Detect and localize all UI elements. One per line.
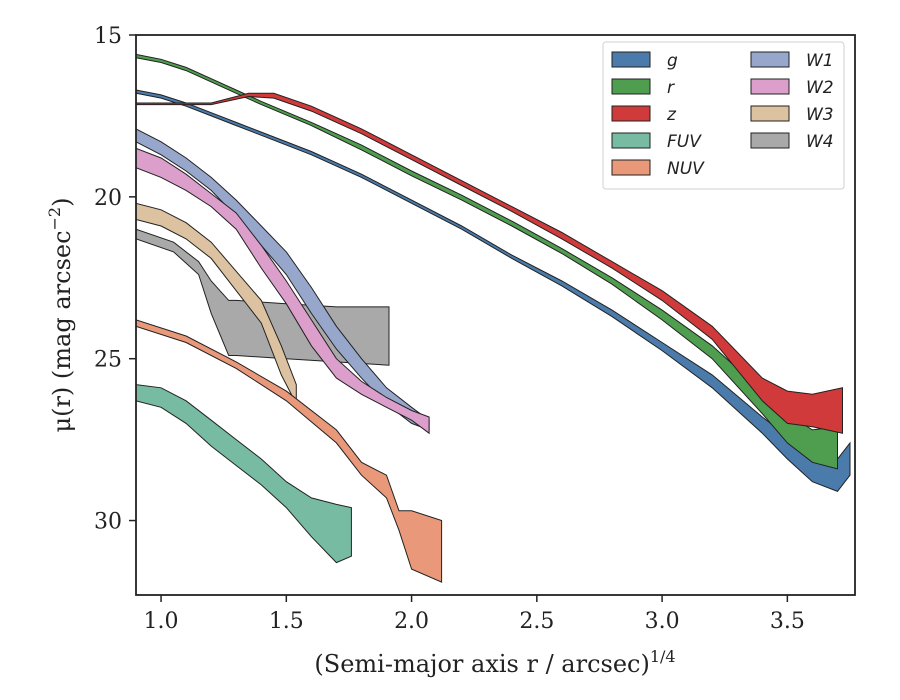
legend-swatch-z — [611, 105, 651, 122]
legend-label-w2: W2 — [806, 78, 834, 98]
y-axis: 15 20 25 30 — [94, 24, 136, 535]
legend-label-w4: W4 — [806, 132, 834, 152]
legend-label-w3: W3 — [806, 105, 834, 125]
legend-label-fuv: FUV — [667, 132, 702, 152]
y-tick-label: 30 — [94, 510, 122, 535]
legend: grz FUV NUV W1 W2 W3 W4 — [602, 41, 845, 190]
x-tick-label: 2.5 — [519, 609, 554, 634]
x-tick-label: 1.5 — [269, 609, 304, 634]
series-layer — [136, 53, 851, 583]
legend-swatch-g — [611, 51, 651, 68]
x-tick-label: 1.0 — [144, 609, 179, 634]
y-tick-label: 15 — [94, 24, 122, 49]
legend-swatch-fuv — [611, 132, 651, 149]
x-tick-label: 3.0 — [645, 609, 680, 634]
legend-label-w1: W1 — [806, 51, 834, 71]
series-band-w2 — [136, 147, 430, 435]
legend-swatch-w4 — [750, 132, 790, 149]
x-axis-label: (Semi-major axis r / arcsec)1/4 — [314, 647, 675, 678]
series-band-r — [136, 53, 838, 470]
series-band-g — [136, 89, 851, 493]
legend-label-z: z — [666, 105, 677, 125]
legend-swatch-w2 — [750, 78, 790, 95]
plot-frame — [135, 34, 856, 596]
series-band-nuv — [136, 319, 443, 583]
legend-swatch-nuv — [611, 159, 651, 176]
x-tick-label: 2.0 — [394, 609, 429, 634]
y-tick-label: 20 — [94, 186, 122, 211]
legend-label-r: r — [667, 78, 675, 98]
legend-label-nuv: NUV — [667, 159, 705, 179]
series-band-z — [136, 92, 843, 434]
x-axis: 1.0 1.5 2.0 2.5 3.0 3.5 — [144, 595, 805, 634]
legend-swatch-r — [611, 78, 651, 95]
series-band-fuv — [136, 384, 352, 564]
y-tick-label: 25 — [94, 348, 122, 373]
legend-label-g: g — [667, 51, 678, 71]
legend-swatch-w3 — [750, 105, 790, 122]
legend-swatch-w1 — [750, 51, 790, 68]
x-tick-label: 3.5 — [770, 609, 805, 634]
y-axis-label: μ(r) (mag arcsec−2) — [45, 198, 76, 433]
